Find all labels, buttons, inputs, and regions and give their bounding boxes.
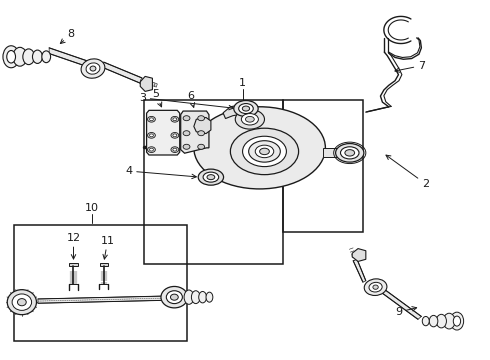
Bar [283,100,363,232]
Ellipse shape [260,148,270,155]
Bar [144,100,283,264]
Ellipse shape [199,292,206,303]
Ellipse shape [453,316,461,326]
Polygon shape [38,296,162,303]
Polygon shape [353,259,366,282]
Ellipse shape [364,279,387,296]
Circle shape [171,116,179,122]
Polygon shape [352,249,366,261]
Ellipse shape [450,312,464,330]
Polygon shape [378,287,421,319]
Circle shape [171,147,179,153]
Polygon shape [69,263,78,266]
Ellipse shape [373,285,378,289]
Ellipse shape [235,109,265,129]
Circle shape [147,116,155,122]
Circle shape [183,116,190,121]
Ellipse shape [336,144,364,162]
Ellipse shape [12,294,31,310]
Polygon shape [181,111,209,153]
Circle shape [171,132,179,138]
Circle shape [198,116,204,121]
Ellipse shape [243,136,287,167]
Polygon shape [100,263,108,266]
Text: 7: 7 [395,61,425,72]
Ellipse shape [184,290,194,304]
Ellipse shape [192,291,200,303]
Circle shape [183,131,190,136]
Polygon shape [223,105,245,118]
Circle shape [173,134,177,137]
Ellipse shape [206,292,213,302]
Circle shape [149,134,153,137]
Text: 4: 4 [125,166,196,179]
Ellipse shape [7,50,16,63]
Ellipse shape [248,141,280,162]
Ellipse shape [7,290,36,315]
Ellipse shape [234,100,258,117]
Polygon shape [140,78,157,87]
Polygon shape [103,62,142,83]
Ellipse shape [194,107,325,189]
Polygon shape [194,117,211,134]
Circle shape [173,148,177,151]
Ellipse shape [345,150,355,156]
Text: 12: 12 [67,233,80,259]
Text: 2: 2 [386,155,429,189]
Polygon shape [147,111,180,155]
Ellipse shape [369,282,382,292]
Ellipse shape [32,50,43,63]
Ellipse shape [239,104,253,113]
Bar [14,225,187,342]
Text: 5: 5 [152,89,162,107]
Ellipse shape [243,106,249,111]
Ellipse shape [3,46,19,68]
Text: 9: 9 [395,307,416,317]
Ellipse shape [13,47,27,66]
Ellipse shape [171,294,178,300]
Circle shape [149,148,153,151]
Circle shape [198,144,204,149]
Ellipse shape [81,59,105,78]
Circle shape [173,118,177,121]
Text: 11: 11 [100,236,115,259]
Ellipse shape [245,116,254,122]
Ellipse shape [341,147,359,159]
Ellipse shape [161,287,188,308]
Circle shape [147,132,155,138]
Ellipse shape [436,314,446,328]
Circle shape [147,147,155,153]
Polygon shape [323,148,352,157]
Ellipse shape [255,145,274,158]
Ellipse shape [203,172,219,182]
Text: 1: 1 [239,78,246,88]
Circle shape [198,131,204,136]
Ellipse shape [198,169,223,185]
Ellipse shape [86,63,100,74]
Text: 8: 8 [60,29,74,44]
Circle shape [149,118,153,121]
Text: 10: 10 [84,203,98,213]
Text: 3: 3 [139,93,233,110]
Ellipse shape [207,175,215,180]
Ellipse shape [230,128,298,175]
Ellipse shape [443,313,455,329]
Ellipse shape [166,291,182,303]
Ellipse shape [23,49,34,64]
Ellipse shape [242,113,258,125]
Polygon shape [49,48,87,66]
Ellipse shape [18,298,26,306]
Ellipse shape [429,315,438,327]
Circle shape [183,144,190,149]
Ellipse shape [422,316,429,326]
Ellipse shape [90,66,96,71]
Ellipse shape [42,51,50,63]
Text: 6: 6 [187,91,195,107]
Polygon shape [140,76,152,91]
